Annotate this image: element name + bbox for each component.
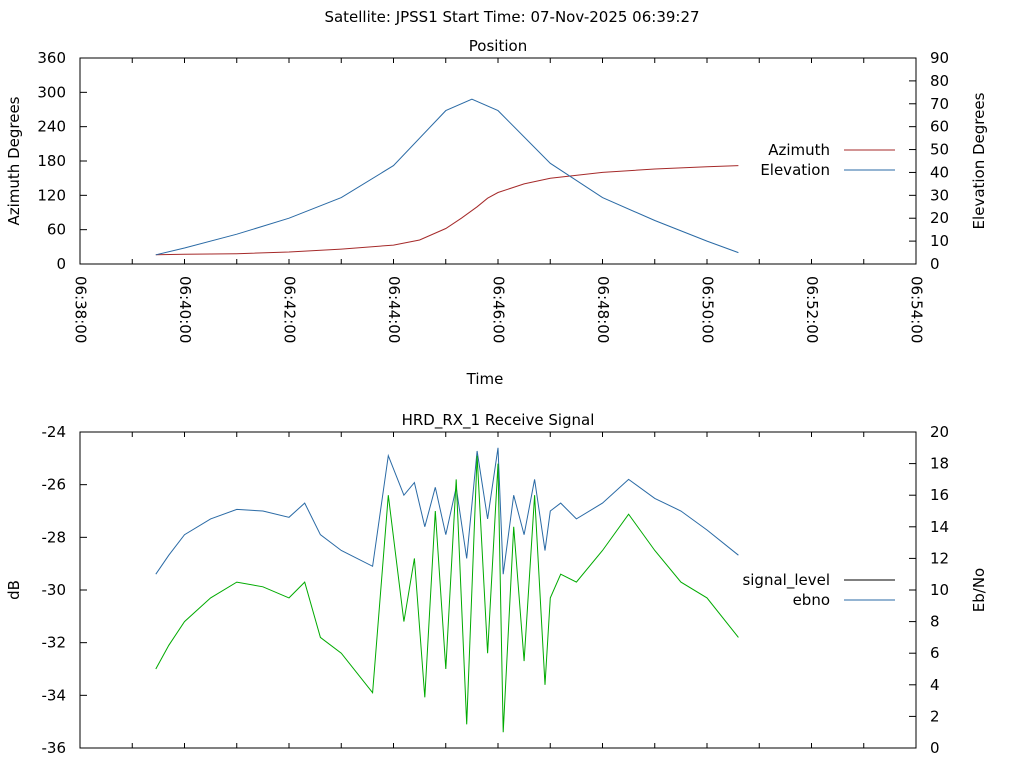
y-tick-label: -24 [42, 423, 67, 441]
y2-tick-label: 20 [930, 209, 949, 227]
y2-tick-label: 10 [930, 581, 949, 599]
y-tick-label: 300 [37, 83, 66, 101]
y-tick-label: 0 [56, 255, 66, 273]
y2-axis-label: Eb/No [970, 568, 988, 612]
y2-tick-label: 70 [930, 95, 949, 113]
series-line-signal-level-trace [155, 455, 739, 733]
y-tick-label: 180 [37, 152, 66, 170]
x-tick-label: 06:54:00 [908, 276, 926, 343]
y-tick-label: -28 [42, 528, 67, 546]
legend-label: Elevation [760, 161, 830, 179]
y-tick-label: 60 [47, 221, 66, 239]
y2-tick-label: 30 [930, 186, 949, 204]
y2-tick-label: 0 [930, 739, 940, 757]
y2-tick-label: 14 [930, 518, 949, 536]
y2-tick-label: 18 [930, 455, 949, 473]
y-tick-label: -26 [42, 476, 67, 494]
y2-tick-label: 0 [930, 255, 940, 273]
y2-tick-label: 16 [930, 486, 949, 504]
y2-axis-label: Elevation Degrees [970, 92, 988, 229]
y2-tick-label: 50 [930, 141, 949, 159]
y-tick-label: 240 [37, 118, 66, 136]
y-tick-label: 360 [37, 49, 66, 67]
y2-tick-label: 12 [930, 549, 949, 567]
x-tick-label: 06:42:00 [281, 276, 299, 343]
x-tick-label: 06:48:00 [594, 276, 612, 343]
y2-tick-label: 40 [930, 163, 949, 181]
x-axis-label: Time [466, 370, 504, 388]
series-line-ebno [155, 447, 739, 575]
position-chart: Position 06:38:00 06:40:00 06:42:00 06:44:00… [5, 37, 988, 388]
x-tick-label: 06:40:00 [176, 276, 194, 343]
y2-tick-label: 6 [930, 644, 940, 662]
x-tick-label: 06:44:00 [385, 276, 403, 343]
x-tick-label: 06:46:00 [490, 276, 508, 343]
y2-tick-label: 2 [930, 707, 940, 725]
y-tick-label: 120 [37, 186, 66, 204]
y-axis-label: Azimuth Degrees [5, 96, 23, 225]
y-axis-label: dB [5, 580, 23, 600]
receive-signal-chart: HRD_RX_1 Receive Signal -24 -26 -28 -30 -32 -3… [5, 411, 988, 757]
chart-title: HRD_RX_1 Receive Signal [402, 411, 595, 430]
series-line-Azimuth [155, 165, 739, 256]
x-tick-label: 06:52:00 [803, 276, 821, 343]
series-line-Elevation [155, 98, 739, 256]
chart-title: Position [469, 37, 527, 55]
y-tick-label: -34 [42, 686, 67, 704]
x-tick-label: 06:50:00 [699, 276, 717, 343]
y-tick-label: -32 [42, 634, 67, 652]
y2-tick-label: 10 [930, 232, 949, 250]
y2-tick-label: 20 [930, 423, 949, 441]
legend-label: ebno [793, 591, 830, 609]
y2-tick-label: 4 [930, 676, 940, 694]
y2-tick-label: 90 [930, 49, 949, 67]
y2-tick-label: 60 [930, 118, 949, 136]
y-tick-label: -30 [42, 581, 67, 599]
main-title: Satellite: JPSS1 Start Time: 07-Nov-2025… [324, 8, 699, 26]
y-tick-label: -36 [42, 739, 67, 757]
legend-label: signal_level [742, 571, 830, 590]
y2-tick-label: 80 [930, 72, 949, 90]
legend-label: Azimuth [768, 141, 830, 159]
y2-tick-label: 8 [930, 613, 940, 631]
x-tick-label: 06:38:00 [72, 276, 90, 343]
